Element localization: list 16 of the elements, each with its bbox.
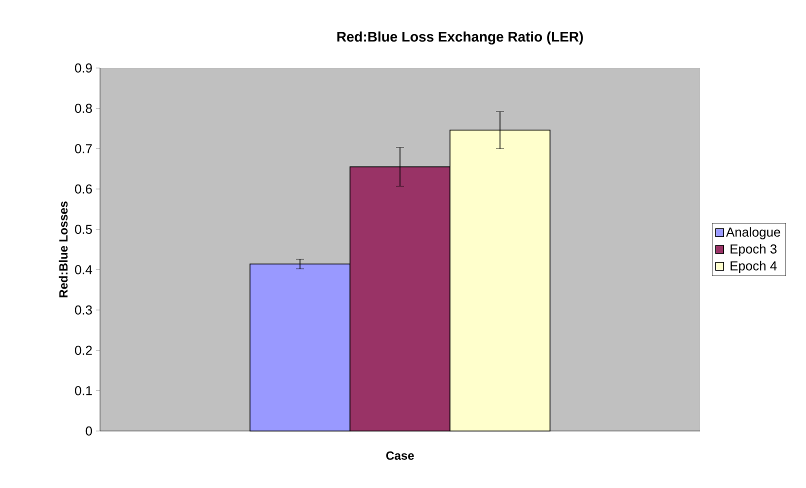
y-tick-label: 0.8 [74,104,92,113]
y-tick-label: 0 [86,426,92,436]
y-tick-label: 0.6 [74,184,92,194]
y-tick-label: 0.2 [74,346,92,355]
y-tick-label: 0.7 [74,144,92,154]
y-tick-label: 0.9 [74,63,92,73]
legend-label: Epoch 4 [730,260,777,273]
y-axis-title: Red:Blue Losses [58,202,68,298]
chart-title: Red:Blue Loss Exchange Ratio (LER) [337,31,583,45]
legend-label: Epoch 3 [730,244,777,256]
y-tick-label: 0.4 [74,265,92,274]
y-tick-label: 0.1 [74,386,92,396]
legend-label: Analogue [726,227,780,240]
y-tick-label: 0.3 [74,305,92,315]
x-axis-title: Case [386,451,414,460]
y-tick-label: 0.5 [74,224,92,234]
